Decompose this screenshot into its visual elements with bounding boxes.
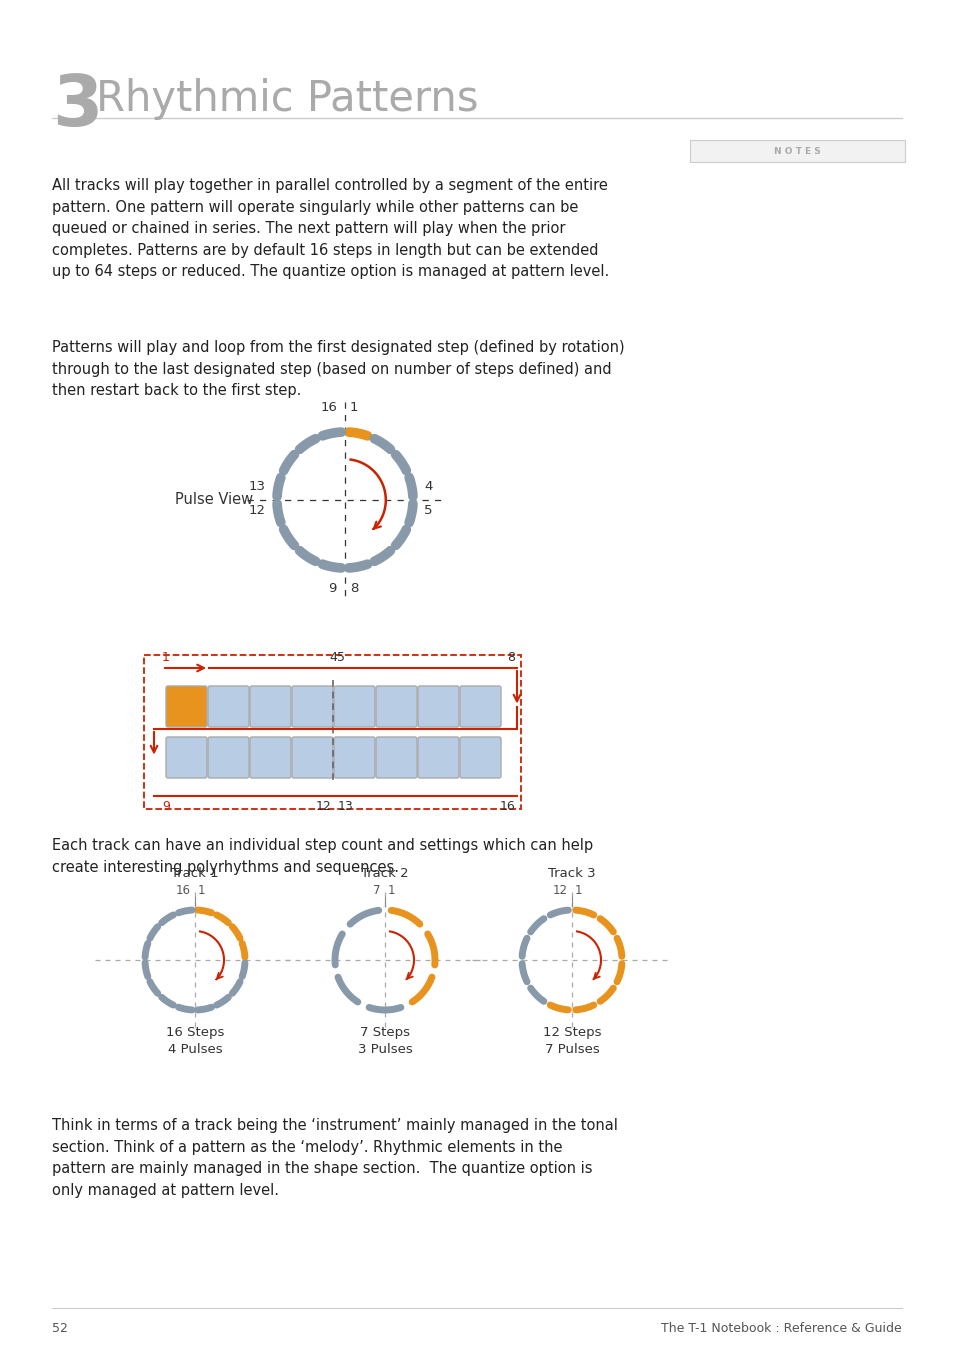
FancyBboxPatch shape (208, 737, 249, 778)
Text: Pulse View: Pulse View (174, 493, 253, 508)
FancyBboxPatch shape (375, 737, 416, 778)
Text: Each track can have an individual step count and settings which can help
create : Each track can have an individual step c… (52, 838, 593, 875)
Text: 1: 1 (350, 401, 358, 414)
Text: 3 Pulses: 3 Pulses (357, 1044, 412, 1056)
FancyBboxPatch shape (417, 686, 458, 728)
Text: 3: 3 (52, 72, 102, 140)
Text: Patterns will play and loop from the first designated step (defined by rotation): Patterns will play and loop from the fir… (52, 340, 624, 398)
Text: 1: 1 (575, 884, 582, 896)
Text: 8: 8 (506, 651, 515, 664)
Text: N O T E S: N O T E S (773, 147, 820, 155)
Text: 1: 1 (162, 651, 170, 664)
Text: 16: 16 (498, 801, 515, 813)
Text: Track 2: Track 2 (361, 867, 409, 880)
Text: All tracks will play together in parallel controlled by a segment of the entire
: All tracks will play together in paralle… (52, 178, 609, 279)
Bar (689, 140, 904, 162)
Text: 7: 7 (374, 884, 380, 896)
Text: Track 1: Track 1 (171, 867, 218, 880)
FancyBboxPatch shape (459, 737, 500, 778)
Text: 1: 1 (198, 884, 205, 896)
FancyBboxPatch shape (417, 737, 458, 778)
FancyBboxPatch shape (208, 686, 249, 728)
Text: The T-1 Notebook : Reference & Guide: The T-1 Notebook : Reference & Guide (660, 1322, 901, 1335)
Text: 9: 9 (328, 582, 336, 595)
FancyBboxPatch shape (459, 686, 500, 728)
Bar (144, 655, 520, 809)
Text: 16 Steps: 16 Steps (166, 1026, 224, 1040)
Text: 1: 1 (388, 884, 395, 896)
FancyBboxPatch shape (250, 737, 291, 778)
Text: Track 3: Track 3 (548, 867, 596, 880)
Text: 12 Steps: 12 Steps (542, 1026, 600, 1040)
Text: 4: 4 (423, 481, 432, 494)
Text: Think in terms of a track being the ‘instrument’ mainly managed in the tonal
sec: Think in terms of a track being the ‘ins… (52, 1118, 618, 1197)
FancyBboxPatch shape (375, 686, 416, 728)
Text: Rhythmic Patterns: Rhythmic Patterns (96, 78, 478, 120)
FancyBboxPatch shape (334, 737, 375, 778)
Text: 12: 12 (553, 884, 567, 896)
Text: 16: 16 (175, 884, 191, 896)
Text: 52: 52 (52, 1322, 68, 1335)
Text: 12: 12 (315, 801, 331, 813)
FancyBboxPatch shape (166, 686, 207, 728)
Text: 4 Pulses: 4 Pulses (168, 1044, 222, 1056)
FancyBboxPatch shape (250, 686, 291, 728)
Text: 12: 12 (249, 505, 266, 517)
Text: 8: 8 (350, 582, 358, 595)
Text: 7 Steps: 7 Steps (359, 1026, 410, 1040)
Text: 4: 4 (329, 651, 337, 664)
FancyBboxPatch shape (292, 686, 333, 728)
FancyBboxPatch shape (334, 686, 375, 728)
Text: 13: 13 (249, 481, 266, 494)
FancyBboxPatch shape (292, 737, 333, 778)
Text: 5: 5 (337, 651, 345, 664)
Text: 9: 9 (162, 801, 170, 813)
FancyBboxPatch shape (166, 737, 207, 778)
Text: 16: 16 (320, 401, 336, 414)
Text: 7 Pulses: 7 Pulses (544, 1044, 598, 1056)
Text: 5: 5 (423, 505, 432, 517)
Text: 13: 13 (337, 801, 353, 813)
